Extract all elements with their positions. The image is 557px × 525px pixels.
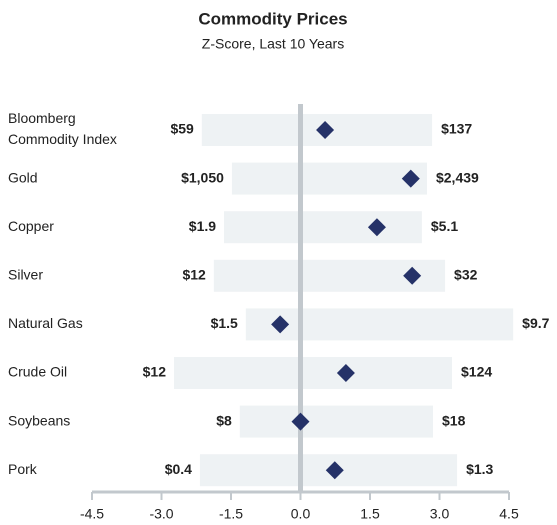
low-label: $12	[143, 364, 167, 380]
high-label: $1.3	[466, 461, 493, 477]
current-marker	[271, 315, 290, 334]
low-label: $1.9	[189, 218, 216, 234]
x-tick-label: -1.5	[219, 506, 243, 522]
low-label: $1,050	[181, 169, 224, 185]
current-marker	[325, 461, 344, 480]
current-marker	[316, 121, 335, 139]
category-label: Soybeans	[8, 412, 70, 428]
high-label: $32	[454, 267, 478, 283]
range-bar	[245, 308, 514, 341]
x-tick-label: 4.5	[499, 506, 519, 522]
high-label: $18	[442, 412, 466, 428]
category-label: Crude Oil	[8, 364, 67, 380]
category-label: Natural Gas	[8, 315, 83, 331]
range-bar	[174, 357, 453, 389]
category-label: Bloomberg Commodity Index	[8, 110, 117, 147]
chart-subtitle: Z-Score, Last 10 Years	[202, 36, 344, 52]
current-marker	[291, 412, 310, 431]
range-bar	[239, 405, 434, 438]
x-tick-label: 3.0	[430, 506, 450, 522]
category-label: Gold	[8, 169, 38, 185]
low-label: $12	[182, 267, 206, 283]
range-bar	[231, 162, 427, 195]
high-label: $9.7	[522, 315, 549, 331]
low-label: $59	[170, 121, 194, 137]
low-label: $1.5	[211, 315, 238, 331]
x-tick-label: 0.0	[291, 506, 311, 522]
range-bar	[224, 211, 422, 244]
high-label: $137	[441, 121, 472, 137]
current-marker	[336, 364, 355, 382]
high-label: $2,439	[436, 169, 479, 185]
current-marker	[403, 266, 422, 285]
low-label: $8	[216, 412, 232, 428]
high-label: $124	[461, 364, 492, 380]
current-marker	[401, 169, 420, 188]
x-tick-label: -4.5	[80, 506, 104, 522]
chart-title: Commodity Prices	[198, 9, 347, 28]
low-label: $0.4	[165, 461, 192, 477]
category-label: Pork	[8, 461, 38, 477]
high-label: $5.1	[431, 218, 458, 234]
category-label: Silver	[8, 267, 43, 283]
x-tick-label: -3.0	[149, 506, 173, 522]
current-marker	[367, 218, 386, 237]
category-label: Copper	[8, 218, 54, 234]
x-tick-label: 1.5	[360, 506, 380, 522]
